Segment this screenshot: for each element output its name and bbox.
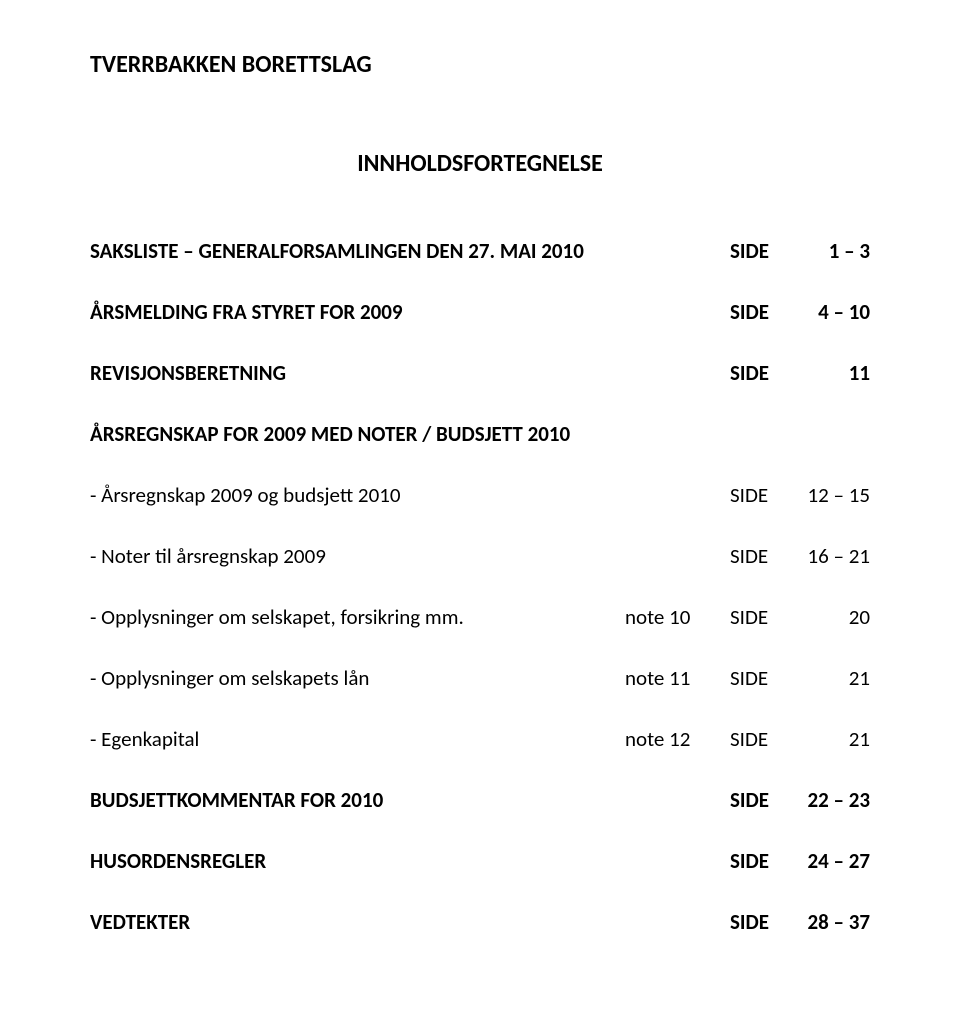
toc-entry-label: - Egenkapital [90,726,625,752]
toc-entry-label: ÅRSMELDING FRA STYRET FOR 2009 [90,299,625,325]
toc-entry-side-label: SIDE [730,482,790,508]
toc-entry-label: - Opplysninger om selskapet, forsikring … [90,604,625,630]
toc-entry-pages: 21 [790,726,870,752]
toc-entry-side-label: SIDE [730,543,790,569]
toc-entry: ÅRSMELDING FRA STYRET FOR 2009 SIDE4 – 10 [90,299,870,325]
toc-entry-pages: 16 – 21 [790,543,870,569]
toc-entry-side-label: SIDE [730,604,790,630]
toc-entry: ÅRSREGNSKAP FOR 2009 MED NOTER / BUDSJET… [90,421,870,447]
toc-entry-pages: 12 – 15 [790,482,870,508]
toc-entry-side-label: SIDE [730,909,790,935]
toc-entry-pages: 20 [790,604,870,630]
toc-entry-label: SAKSLISTE – GENERALFORSAMLINGEN DEN 27. … [90,238,625,264]
toc-entry-note: note 10 [625,604,730,630]
toc-entry-side-label: SIDE [730,787,790,813]
toc-entry: - Årsregnskap 2009 og budsjett 2010 SIDE1… [90,482,870,508]
toc-entry-side-label: SIDE [730,238,790,264]
toc-entry-side-label: SIDE [730,848,790,874]
toc-entry: - Egenkapitalnote 12SIDE21 [90,726,870,752]
toc-entry: - Opplysninger om selskapet, forsikring … [90,604,870,630]
toc-entry-pages: 22 – 23 [790,787,870,813]
toc-entry-side-label: SIDE [730,726,790,752]
toc-entry: VEDTEKTER SIDE28 – 37 [90,909,870,935]
toc-entry: HUSORDENSREGLER SIDE24 – 27 [90,848,870,874]
document-title: INNHOLDSFORTEGNELSE [90,149,870,178]
toc-entry-pages: 4 – 10 [790,299,870,325]
toc-entry-label: BUDSJETTKOMMENTAR FOR 2010 [90,787,625,813]
toc-entry: REVISJONSBERETNING SIDE11 [90,360,870,386]
toc-entry-label: ÅRSREGNSKAP FOR 2009 MED NOTER / BUDSJET… [90,421,625,447]
toc-entry: - Opplysninger om selskapets lånnote 11S… [90,665,870,691]
toc-entry-pages: 28 – 37 [790,909,870,935]
org-name: TVERRBAKKEN BORETTSLAG [90,50,870,79]
toc-entry-side-label: SIDE [730,360,790,386]
toc-entry: SAKSLISTE – GENERALFORSAMLINGEN DEN 27. … [90,238,870,264]
toc-entry-pages: 24 – 27 [790,848,870,874]
toc-entry-side-label: SIDE [730,665,790,691]
toc-entry-note: note 11 [625,665,730,691]
toc-entry-pages: 21 [790,665,870,691]
toc-entry-pages: 1 – 3 [790,238,870,264]
toc-entry-label: - Årsregnskap 2009 og budsjett 2010 [90,482,625,508]
toc-entry: - Noter til årsregnskap 2009 SIDE16 – 21 [90,543,870,569]
toc-entry-label: HUSORDENSREGLER [90,848,625,874]
toc-entry: BUDSJETTKOMMENTAR FOR 2010 SIDE22 – 23 [90,787,870,813]
toc-entry-label: REVISJONSBERETNING [90,360,625,386]
toc-entry-label: - Noter til årsregnskap 2009 [90,543,625,569]
table-of-contents: SAKSLISTE – GENERALFORSAMLINGEN DEN 27. … [90,238,870,935]
toc-entry-side-label: SIDE [730,299,790,325]
toc-entry-pages: 11 [790,360,870,386]
toc-entry-note: note 12 [625,726,730,752]
toc-entry-label: VEDTEKTER [90,909,625,935]
toc-entry-label: - Opplysninger om selskapets lån [90,665,625,691]
